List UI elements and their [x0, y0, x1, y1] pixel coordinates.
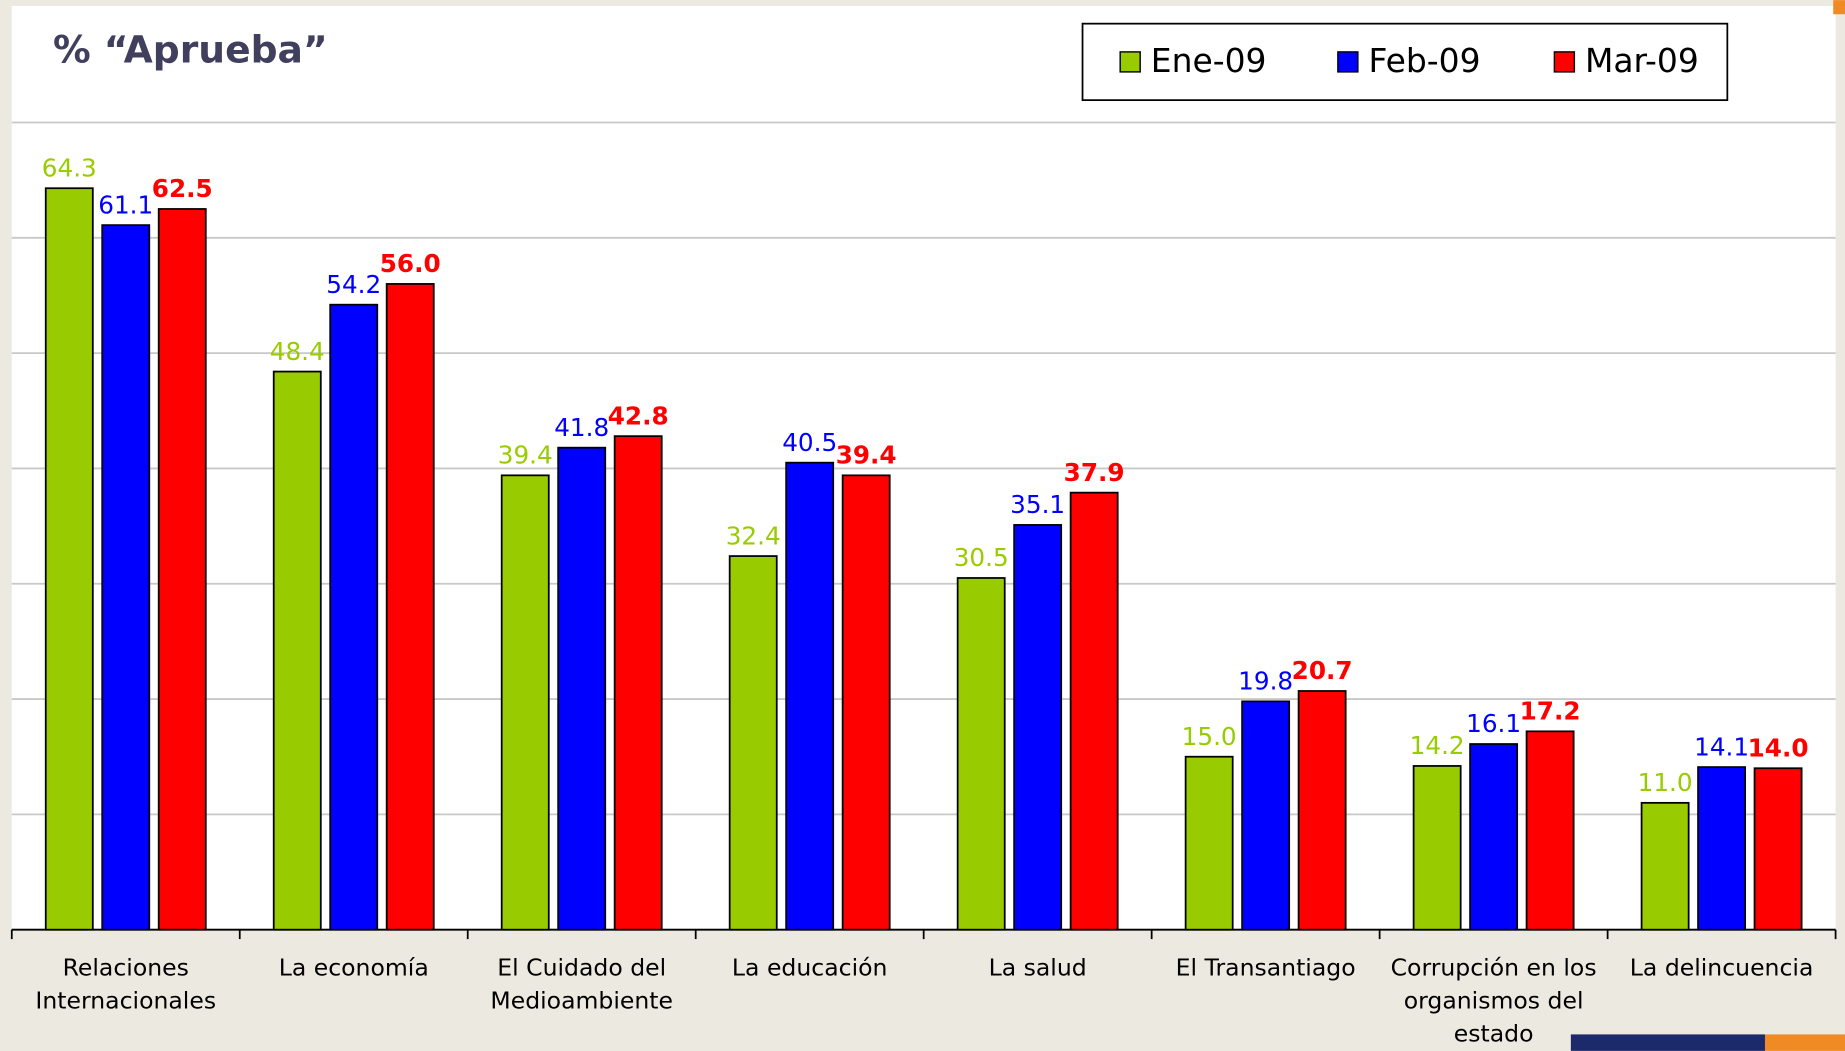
data-label: 17.2 — [1520, 697, 1581, 726]
x-tick-label-box: El Cuidado del Medioambiente — [490, 953, 673, 1015]
x-tick-label-box: La economía — [278, 953, 429, 982]
data-label: 48.4 — [270, 337, 325, 366]
data-label: 37.9 — [1064, 458, 1125, 487]
x-tick-label: La salud — [988, 953, 1087, 982]
x-tick-label: El Transantiago — [1175, 953, 1356, 982]
data-label: 61.1 — [98, 190, 153, 219]
data-label: 14.0 — [1748, 733, 1809, 762]
bar — [1753, 767, 1803, 931]
data-label: 39.4 — [836, 441, 897, 470]
bar — [157, 208, 207, 931]
data-label: 40.5 — [782, 428, 837, 457]
bar — [272, 370, 322, 931]
data-label: 15.0 — [1182, 722, 1237, 751]
x-tick-label: El Cuidado del Medioambiente — [490, 953, 673, 1015]
x-tick-label: La economía — [278, 953, 429, 982]
bar — [1013, 524, 1063, 931]
bar — [1069, 491, 1119, 931]
data-label: 16.1 — [1466, 709, 1521, 738]
bar — [1297, 690, 1347, 931]
data-label: 20.7 — [1292, 656, 1353, 685]
legend-label: Feb-09 — [1368, 41, 1480, 80]
data-label: 56.0 — [380, 249, 441, 278]
bar — [841, 474, 891, 931]
x-tick-label: La educación — [731, 953, 888, 982]
x-tick-label-box: El Transantiago — [1175, 953, 1356, 982]
bar — [557, 446, 607, 931]
x-tick-label-box: La salud — [988, 953, 1087, 982]
data-label: 19.8 — [1238, 667, 1293, 696]
data-label: 64.3 — [42, 153, 97, 182]
data-label: 14.1 — [1694, 732, 1749, 761]
x-tick-label-box: Corrupción en los organismos del estado — [1390, 953, 1597, 1048]
decor-bar — [1570, 1034, 1765, 1051]
bar — [44, 187, 94, 931]
bar — [1241, 700, 1291, 931]
bar — [101, 224, 151, 931]
chart-title: % “Aprueba” — [53, 27, 328, 71]
bar — [500, 474, 550, 931]
data-label: 30.5 — [954, 543, 1009, 572]
data-label: 42.8 — [608, 401, 669, 430]
bar — [1640, 801, 1690, 931]
bar — [613, 435, 663, 931]
bar — [1697, 766, 1747, 931]
data-label: 14.2 — [1410, 731, 1465, 760]
legend-label: Ene-09 — [1151, 41, 1267, 80]
legend-swatch — [1553, 51, 1576, 73]
bar — [1184, 755, 1234, 931]
x-tick-label-box: La delincuencia — [1629, 953, 1814, 982]
data-label: 35.1 — [1010, 490, 1065, 519]
x-tick-label-box: La educación — [731, 953, 888, 982]
legend-swatch — [1119, 51, 1141, 73]
decor-bar — [1833, 0, 1845, 15]
legend-box — [1081, 22, 1729, 102]
bar — [1412, 765, 1462, 931]
bar — [956, 577, 1006, 931]
x-tick-label: Relaciones Internacionales — [35, 953, 217, 1015]
data-label: 11.0 — [1638, 768, 1693, 797]
x-tick-label: Corrupción en los organismos del estado — [1390, 953, 1597, 1048]
data-label: 62.5 — [152, 174, 213, 203]
legend-swatch — [1337, 51, 1359, 73]
data-label: 41.8 — [554, 413, 609, 442]
bar — [728, 555, 778, 931]
bar — [785, 461, 835, 931]
chart-layer: Relaciones Internacionales 64.361.162.5 La… — [10, 22, 1837, 1048]
bar — [329, 303, 379, 931]
data-label: 39.4 — [498, 441, 553, 470]
bar — [1469, 743, 1519, 931]
bar — [385, 283, 435, 931]
x-tick-label-box: Relaciones Internacionales — [35, 953, 217, 1015]
x-tick-label: La delincuencia — [1629, 953, 1814, 982]
data-label: 32.4 — [726, 521, 781, 550]
decor-bar — [1764, 1034, 1845, 1051]
legend-label: Mar-09 — [1585, 41, 1699, 80]
data-label: 54.2 — [326, 270, 381, 299]
bar — [1525, 730, 1575, 931]
